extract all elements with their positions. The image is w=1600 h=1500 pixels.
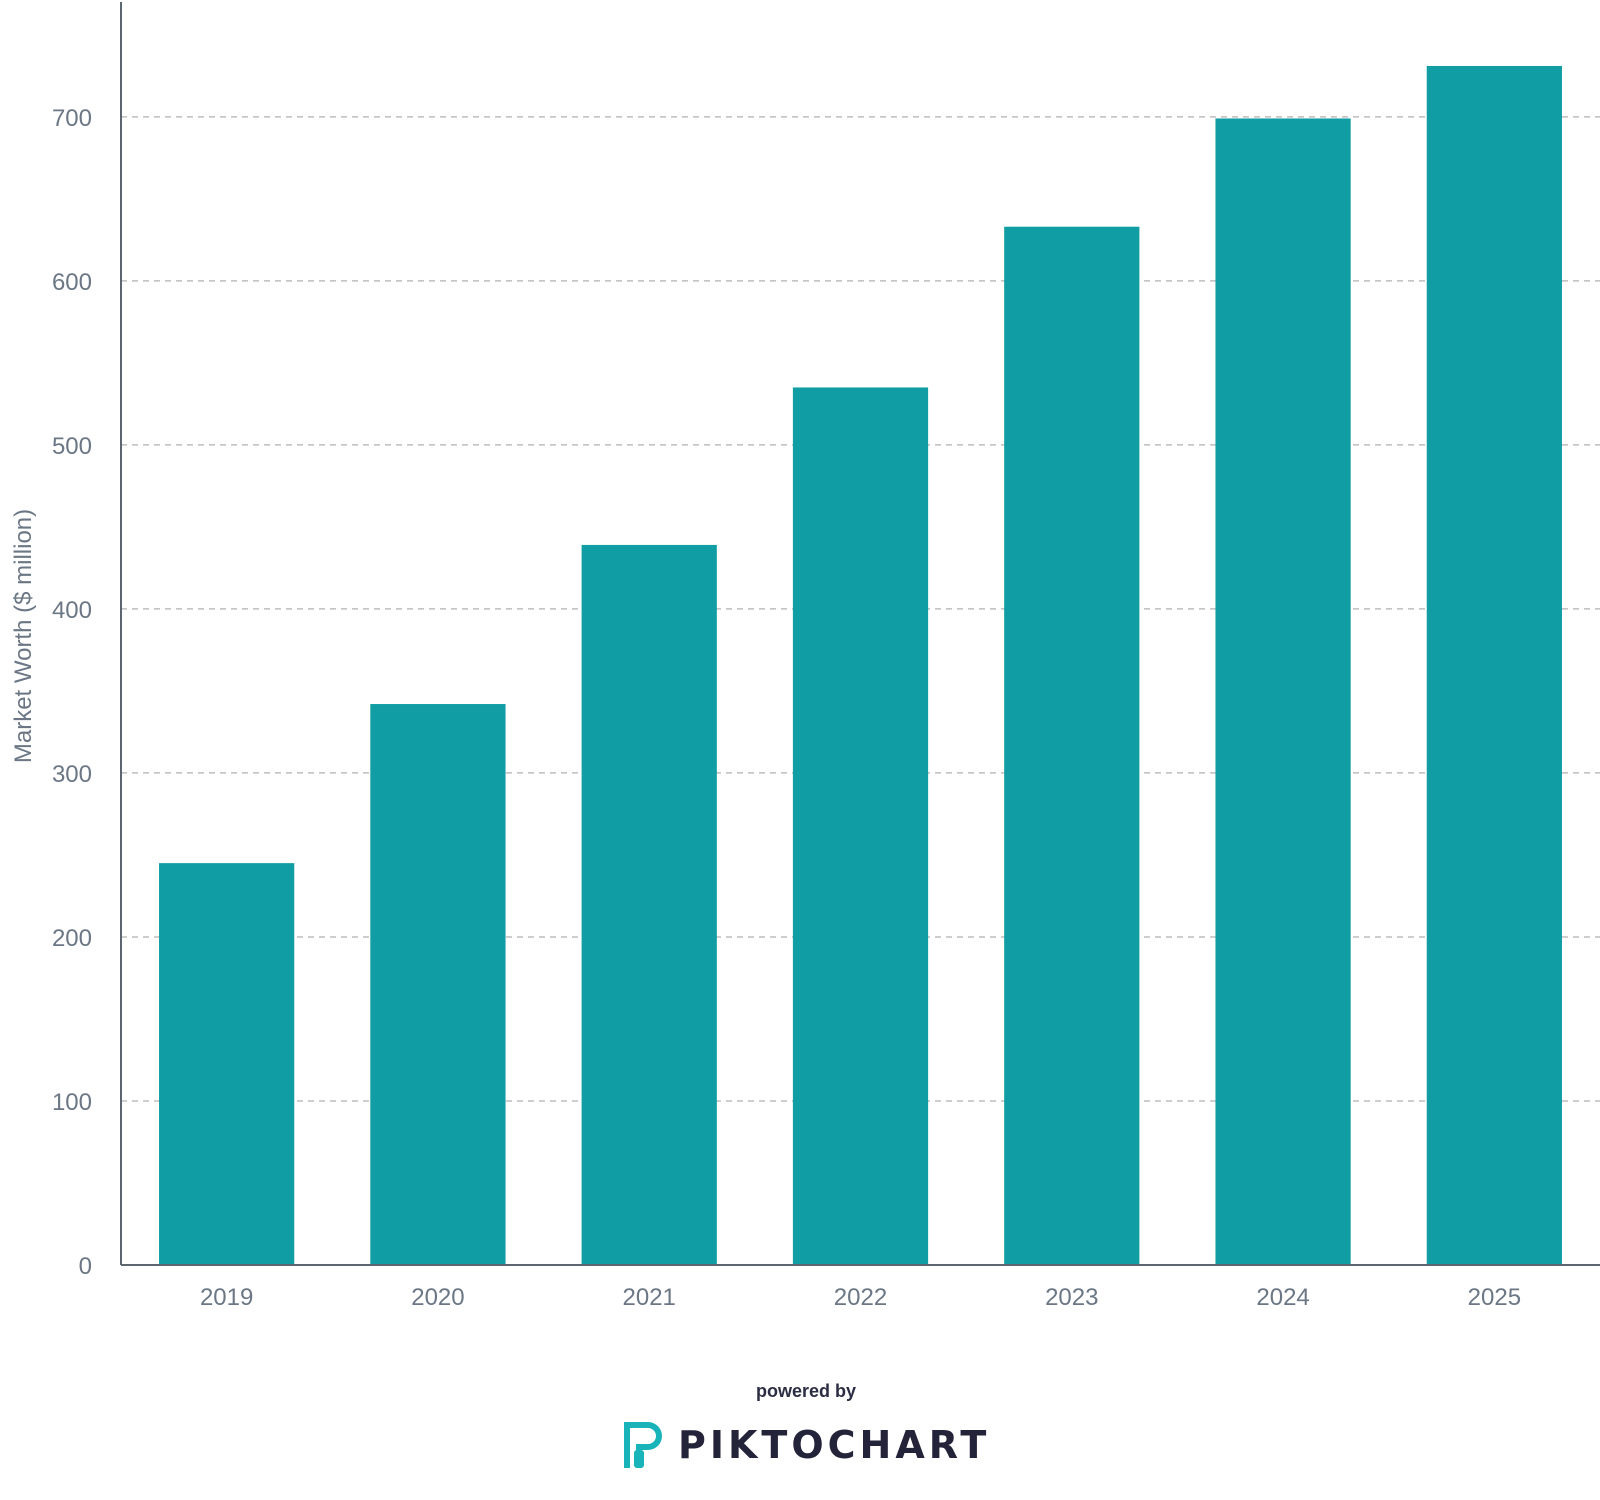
y-tick-label: 300 [52, 761, 92, 788]
x-tick-label: 2021 [623, 1284, 676, 1311]
y-tick-label: 100 [52, 1089, 92, 1116]
market-worth-bar-chart: 0 100 200 300 400 500 600 700 2019 2020 2021 2022 20… [10, 2, 1600, 1311]
brand: PIKTOCHART [620, 1417, 990, 1473]
x-tick-label: 2025 [1468, 1284, 1521, 1311]
y-tick-label: 600 [52, 269, 92, 296]
y-tick-label: 700 [52, 105, 92, 132]
piktochart-logo-icon [624, 1422, 662, 1468]
x-tick-label: 2020 [411, 1284, 464, 1311]
y-tick-label: 400 [52, 597, 92, 624]
brand-name: PIKTOCHART [678, 1423, 991, 1467]
bar-2019 [159, 863, 295, 1265]
bars [159, 65, 1562, 1266]
bar-2024 [1215, 118, 1351, 1265]
bar-2021 [581, 544, 717, 1265]
y-tick-label: 500 [52, 433, 92, 460]
y-axis-title: Market Worth ($ million) [10, 509, 37, 763]
bar-2023 [1004, 226, 1140, 1266]
bar-2022 [792, 387, 929, 1265]
bar-2025 [1426, 65, 1562, 1266]
axes [120, 2, 1600, 1266]
tick-labels: 0 100 200 300 400 500 600 700 2019 2020 2021 2022 20… [52, 105, 1521, 1311]
x-tick-label: 2023 [1045, 1284, 1098, 1311]
x-tick-label: 2019 [200, 1284, 253, 1311]
x-tick-label: 2022 [834, 1284, 887, 1311]
powered-by-text: powered by [755, 1381, 857, 1401]
bar-2020 [370, 704, 506, 1265]
footer: powered by PIKTOCHART [0, 1345, 1600, 1485]
y-tick-label: 0 [79, 1253, 92, 1280]
x-tick-label: 2024 [1256, 1284, 1309, 1311]
y-tick-label: 200 [52, 925, 92, 952]
